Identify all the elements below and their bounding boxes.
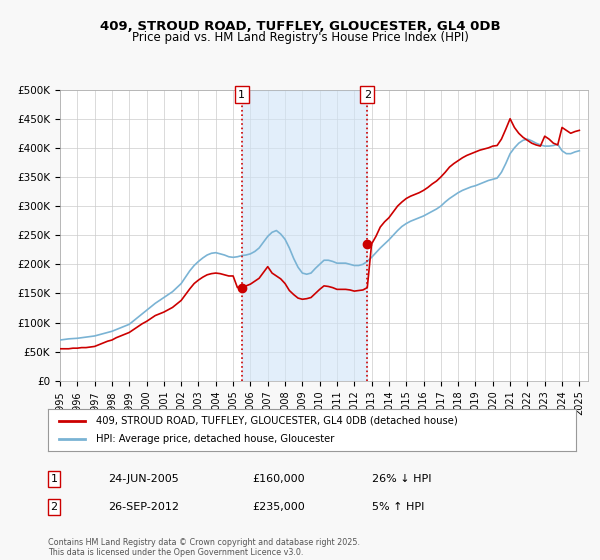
Text: 5% ↑ HPI: 5% ↑ HPI: [372, 502, 424, 512]
Text: Contains HM Land Registry data © Crown copyright and database right 2025.
This d: Contains HM Land Registry data © Crown c…: [48, 538, 360, 557]
Text: 2: 2: [50, 502, 58, 512]
Text: £235,000: £235,000: [252, 502, 305, 512]
Text: 26% ↓ HPI: 26% ↓ HPI: [372, 474, 431, 484]
Text: 1: 1: [50, 474, 58, 484]
Text: 2: 2: [364, 90, 371, 100]
Text: 409, STROUD ROAD, TUFFLEY, GLOUCESTER, GL4 0DB: 409, STROUD ROAD, TUFFLEY, GLOUCESTER, G…: [100, 20, 500, 32]
Text: 1: 1: [238, 90, 245, 100]
Text: 409, STROUD ROAD, TUFFLEY, GLOUCESTER, GL4 0DB (detached house): 409, STROUD ROAD, TUFFLEY, GLOUCESTER, G…: [95, 416, 457, 426]
Text: 24-JUN-2005: 24-JUN-2005: [108, 474, 179, 484]
Bar: [242, 90, 367, 381]
Text: HPI: Average price, detached house, Gloucester: HPI: Average price, detached house, Glou…: [95, 434, 334, 444]
Text: Price paid vs. HM Land Registry's House Price Index (HPI): Price paid vs. HM Land Registry's House …: [131, 31, 469, 44]
Text: £160,000: £160,000: [252, 474, 305, 484]
Text: 26-SEP-2012: 26-SEP-2012: [108, 502, 179, 512]
